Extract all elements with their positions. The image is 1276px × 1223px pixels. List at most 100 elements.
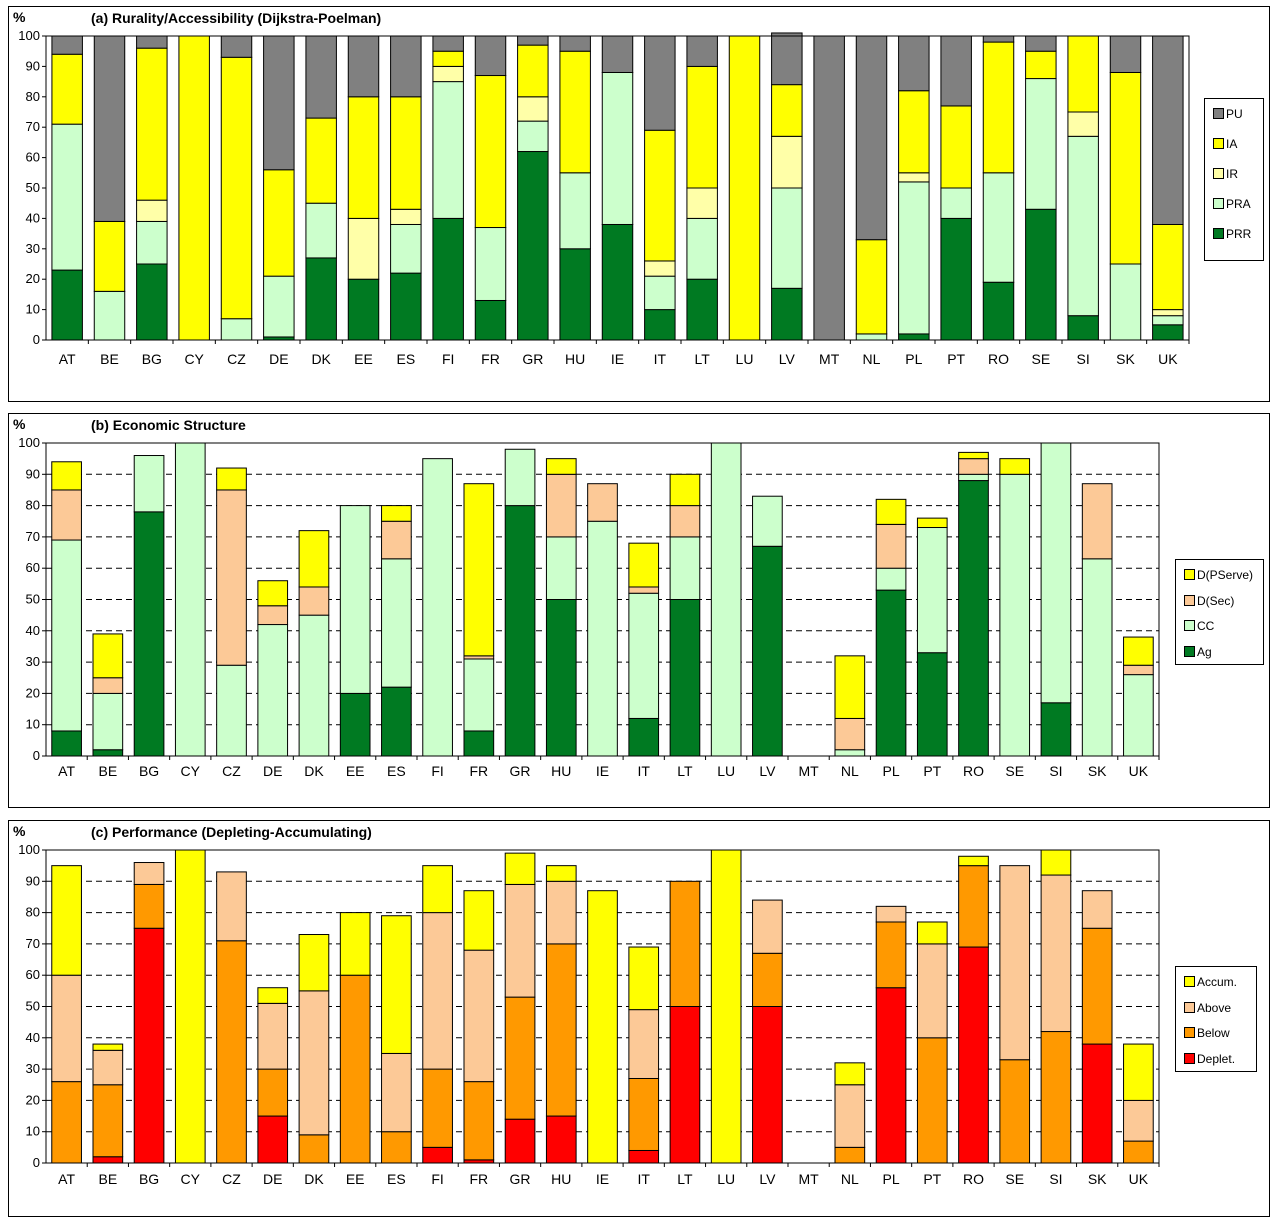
bar-segment bbox=[51, 730, 82, 757]
legend-swatch bbox=[1213, 198, 1224, 209]
bar-segment bbox=[958, 473, 989, 482]
x-tick-label: MT bbox=[819, 351, 840, 367]
bar-segment bbox=[1040, 702, 1072, 757]
bar-segment bbox=[628, 586, 660, 594]
bar-segment bbox=[92, 1156, 124, 1164]
legend-swatch bbox=[1184, 594, 1195, 606]
x-tick-label: PT bbox=[923, 1171, 941, 1187]
bar-segment bbox=[628, 1009, 660, 1079]
legend-item: Below bbox=[1184, 1026, 1230, 1040]
x-tick-label: IE bbox=[611, 351, 624, 367]
bar-segment bbox=[875, 498, 907, 525]
x-tick-label: EE bbox=[346, 763, 365, 779]
x-tick-label: BE bbox=[98, 763, 117, 779]
bar-segment bbox=[669, 880, 701, 1007]
bar-segment bbox=[51, 974, 82, 1083]
bar-segment bbox=[982, 172, 1015, 283]
bar-segment bbox=[669, 536, 701, 600]
x-tick-label: PL bbox=[882, 763, 899, 779]
bar-segment bbox=[898, 181, 930, 335]
bar-segment bbox=[999, 458, 1031, 475]
bar-segment bbox=[771, 84, 803, 137]
bar-segment bbox=[916, 1037, 948, 1164]
bar-segment bbox=[92, 633, 124, 679]
bar-segment bbox=[686, 65, 718, 189]
bar-segment bbox=[916, 943, 948, 1039]
bar-segment bbox=[545, 865, 577, 882]
bar-segment bbox=[752, 899, 783, 954]
bar-segment bbox=[628, 1149, 660, 1164]
x-tick-label: AT bbox=[59, 351, 76, 367]
bar-segment bbox=[92, 1049, 124, 1086]
x-tick-label: EE bbox=[354, 351, 373, 367]
bar-segment bbox=[628, 542, 660, 588]
bar-segment bbox=[752, 545, 783, 757]
legend-item: PRR bbox=[1213, 227, 1251, 241]
y-tick-label: 80 bbox=[26, 905, 40, 920]
bar-segment bbox=[1081, 890, 1113, 929]
x-tick-label: SI bbox=[1049, 763, 1062, 779]
bar-segment bbox=[916, 527, 948, 654]
legend-swatch bbox=[1184, 620, 1195, 631]
bar-segment bbox=[834, 749, 866, 757]
bar-segment bbox=[916, 517, 948, 529]
x-tick-label: CZ bbox=[227, 351, 246, 367]
legend-label: IA bbox=[1226, 137, 1238, 151]
legend-item: Above bbox=[1184, 1001, 1231, 1015]
x-tick-label: LV bbox=[759, 763, 776, 779]
bar-segment bbox=[855, 333, 888, 341]
bar-segment bbox=[432, 81, 464, 219]
bar-segment bbox=[51, 461, 82, 491]
bar-segment bbox=[958, 855, 989, 867]
bar-segment bbox=[686, 35, 718, 67]
x-tick-label: IE bbox=[596, 1171, 609, 1187]
bar-segment bbox=[545, 943, 577, 1117]
bar-segment bbox=[1081, 1043, 1113, 1164]
bar-segment bbox=[216, 940, 247, 1164]
bar-segment bbox=[463, 730, 495, 757]
y-tick-label: 40 bbox=[26, 1030, 40, 1045]
bar-segment bbox=[463, 949, 495, 1083]
bar-segment bbox=[51, 53, 83, 125]
x-tick-label: MT bbox=[799, 1171, 820, 1187]
bar-segment bbox=[898, 333, 930, 341]
bar-segment bbox=[257, 987, 289, 1004]
bar-segment bbox=[463, 658, 495, 732]
x-tick-label: IT bbox=[654, 351, 667, 367]
y-tick-label: 70 bbox=[26, 529, 40, 544]
bar-segment bbox=[257, 580, 289, 607]
y-tick-label: 80 bbox=[26, 89, 40, 104]
x-tick-label: GR bbox=[510, 1171, 531, 1187]
bar-segment bbox=[1025, 35, 1057, 52]
bar-segment bbox=[958, 865, 989, 948]
x-tick-label: EE bbox=[346, 1171, 365, 1187]
bar-segment bbox=[855, 35, 888, 241]
bar-segment bbox=[644, 35, 676, 131]
bar-segment bbox=[559, 50, 591, 174]
x-tick-label: CY bbox=[184, 351, 204, 367]
bar-segment bbox=[1152, 309, 1184, 317]
bar-segment bbox=[628, 946, 660, 1011]
bar-segment bbox=[916, 921, 948, 945]
bar-segment bbox=[298, 934, 330, 992]
x-tick-label: IE bbox=[596, 763, 609, 779]
y-tick-label: 0 bbox=[33, 332, 40, 347]
x-tick-label: BG bbox=[142, 351, 162, 367]
bar-segment bbox=[174, 442, 206, 757]
bar-segment bbox=[133, 883, 165, 929]
y-tick-label: 20 bbox=[26, 271, 40, 286]
bar-segment bbox=[834, 717, 866, 751]
legend-swatch bbox=[1184, 569, 1195, 580]
legend-item: D(Sec) bbox=[1184, 594, 1234, 608]
bar-segment bbox=[644, 129, 676, 262]
x-tick-label: MT bbox=[799, 763, 820, 779]
bar-segment bbox=[517, 35, 549, 46]
x-tick-label: GR bbox=[510, 763, 531, 779]
legend-label: CC bbox=[1197, 619, 1215, 633]
bar-segment bbox=[347, 35, 380, 98]
x-tick-label: SE bbox=[1031, 351, 1050, 367]
x-tick-label: PT bbox=[947, 351, 965, 367]
bar-segment bbox=[504, 852, 536, 885]
bar-segment bbox=[834, 1146, 866, 1164]
bar-segment bbox=[1152, 324, 1184, 341]
